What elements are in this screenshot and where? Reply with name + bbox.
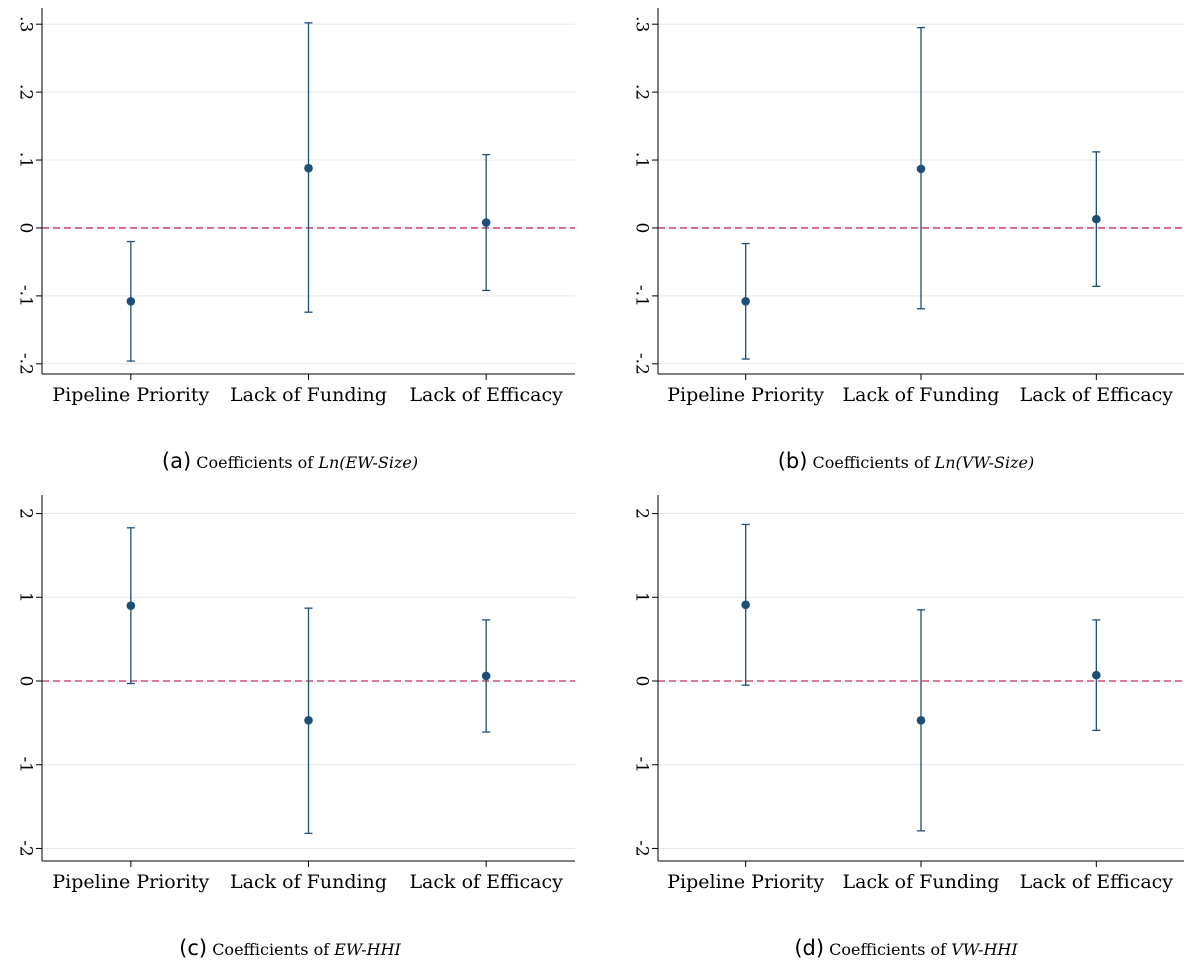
data-point (1092, 214, 1101, 224)
caption-letter: (b) (777, 449, 808, 473)
data-point (1092, 670, 1101, 680)
x-tick-label: Lack of Funding (843, 871, 1000, 893)
chart-svg-b: -.2 -.1 0 .1 .2 .3 Pipeline Priority Lack of Fu… (632, 8, 1184, 406)
y-tick-label: .1 (632, 152, 652, 168)
chart-panel-b: -.2 -.1 0 .1 .2 .3 Pipeline Priority Lack of Fu… (615, 0, 1189, 420)
chart-svg-c: -2 -1 0 1 2 Pipeline Priority Lack of Funding L… (16, 495, 575, 893)
y-tick-label: 0 (632, 223, 652, 234)
chart-panel-d: -2 -1 0 1 2 Pipeline Priority Lack of Funding L… (615, 487, 1189, 907)
x-tick-label: Lack of Funding (843, 384, 1000, 406)
y-tick-label: -1 (632, 756, 652, 773)
caption-text: Coefficients of (829, 940, 947, 959)
x-tick-label: Pipeline Priority (667, 384, 824, 406)
caption-a: (a) Coefficients of Ln(EW-Size) (162, 449, 418, 473)
y-tick-label: -2 (632, 840, 652, 857)
y-tick-label: .1 (16, 152, 36, 168)
x-tick-label: Pipeline Priority (667, 871, 824, 893)
data-point (304, 163, 313, 173)
caption-text: Coefficients of (196, 453, 314, 472)
y-tick-label: 2 (632, 508, 652, 519)
x-tick-label: Lack of Efficacy (409, 384, 563, 406)
data-point (741, 297, 750, 306)
y-tick-label: -.2 (16, 353, 36, 375)
y-tick-label: 1 (16, 592, 36, 603)
data-point (304, 716, 313, 725)
chart-panel-c: -2 -1 0 1 2 Pipeline Priority Lack of Funding L… (0, 487, 580, 907)
x-tick-label: Lack of Efficacy (1020, 871, 1174, 893)
x-tick-label: Lack of Funding (230, 384, 387, 406)
x-tick-label: Lack of Efficacy (409, 871, 563, 893)
caption-c: (c) Coefficients of EW-HHI (179, 936, 401, 960)
data-point (916, 716, 926, 725)
chart-panel-a: -.2 -.1 0 .1 .2 .3 Pipeline Priority Lack of Fu… (0, 0, 580, 420)
y-tick-label: -.2 (632, 353, 652, 375)
y-tick-label: -2 (16, 840, 36, 857)
chart-svg-a: -.2 -.1 0 .1 .2 .3 Pipeline Priority Lack of Fu… (16, 8, 575, 406)
caption-b: (b) Coefficients of Ln(VW-Size) (778, 449, 1035, 473)
y-tick-label: 0 (16, 676, 36, 687)
y-tick-label: -1 (16, 756, 36, 773)
caption-text: Coefficients of (212, 940, 330, 959)
data-point (481, 671, 491, 681)
caption-letter: (d) (794, 936, 825, 960)
data-point (741, 600, 750, 610)
y-tick-label: 0 (16, 223, 36, 234)
y-tick-label: .2 (632, 84, 652, 100)
caption-letter: (a) (161, 449, 192, 473)
data-point (481, 218, 491, 227)
caption-d: (d) Coefficients of VW-HHI (794, 936, 1017, 960)
data-point (916, 164, 926, 174)
y-tick-label: 1 (632, 592, 652, 603)
caption-variable: Ln(EW-Size) (318, 453, 419, 472)
caption-text: Coefficients of (812, 453, 930, 472)
y-tick-label: .3 (632, 16, 652, 32)
data-point (126, 297, 136, 306)
y-tick-label: .2 (16, 84, 36, 100)
caption-variable: Ln(VW-Size) (934, 453, 1035, 472)
y-tick-label: 0 (632, 676, 652, 687)
caption-letter: (c) (179, 936, 208, 960)
caption-variable: EW-HHI (334, 940, 401, 959)
y-tick-label: -.1 (632, 285, 652, 307)
y-tick-label: -.1 (16, 285, 36, 307)
x-tick-label: Lack of Funding (230, 871, 387, 893)
x-tick-label: Lack of Efficacy (1020, 384, 1174, 406)
data-point (126, 601, 136, 610)
y-tick-label: .3 (16, 16, 36, 32)
x-tick-label: Pipeline Priority (52, 384, 209, 406)
y-tick-label: 2 (16, 508, 36, 519)
caption-variable: VW-HHI (951, 940, 1018, 959)
x-tick-label: Pipeline Priority (52, 871, 209, 893)
chart-svg-d: -2 -1 0 1 2 Pipeline Priority Lack of Funding L… (632, 495, 1184, 893)
